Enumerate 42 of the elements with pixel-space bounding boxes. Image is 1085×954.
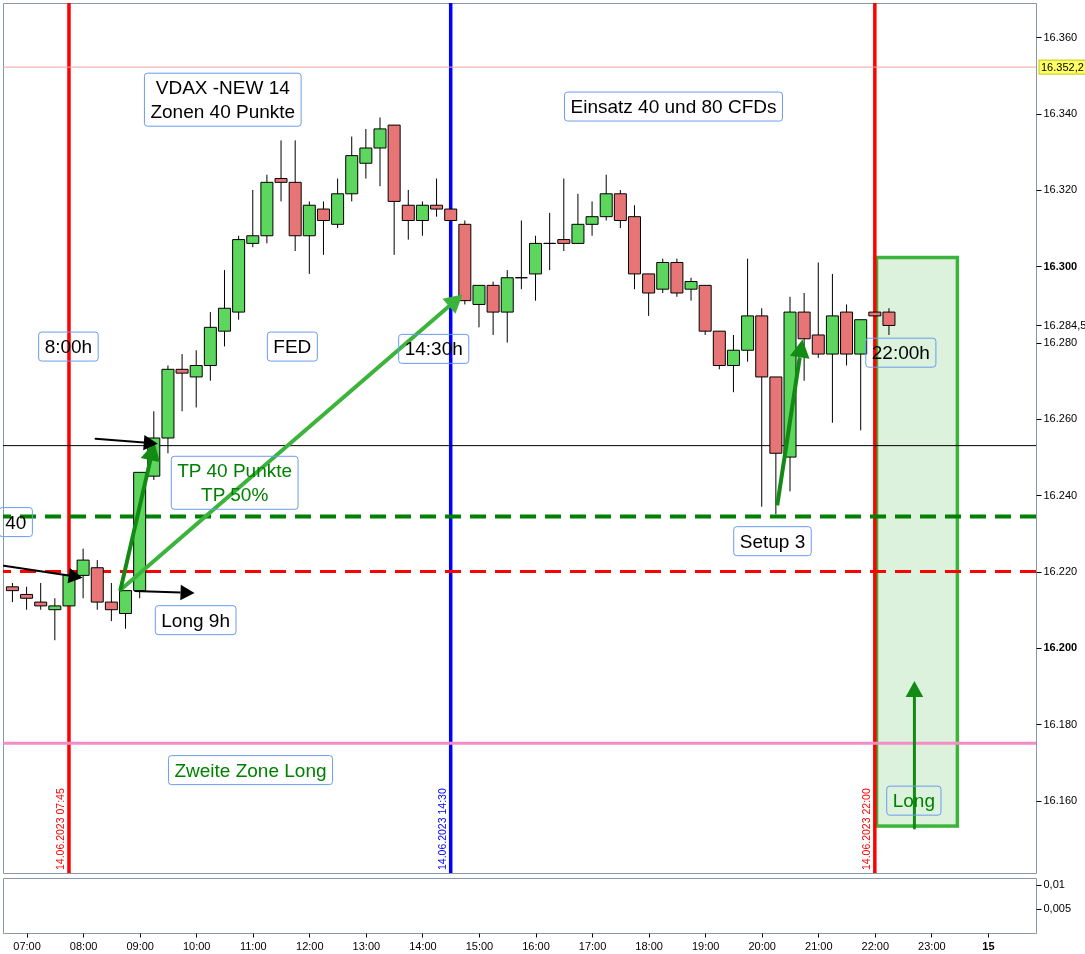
x-tick-label: 17:00 xyxy=(578,939,607,952)
annotation: FED xyxy=(273,336,312,358)
x-tick-label: 23:00 xyxy=(918,939,946,952)
annotation: 40 xyxy=(5,511,27,533)
y-tick-label: 16.340 xyxy=(1043,107,1078,120)
annotation: Long 9h xyxy=(161,609,230,631)
x-tick-label: 18:00 xyxy=(635,939,663,952)
x-tick-label: 13:00 xyxy=(352,939,381,952)
x-tick-label: 16:00 xyxy=(522,939,550,952)
y-tick-label: 16.160 xyxy=(1043,794,1078,806)
annotation: Einsatz 40 und 80 CFDs xyxy=(570,96,777,118)
y-tick-label: 0,005 xyxy=(1043,902,1072,915)
x-tick-label: 20:00 xyxy=(748,939,776,952)
ref-line-label: 14.06.2023 14:30 xyxy=(435,788,448,870)
x-tick-label: 11:00 xyxy=(239,939,267,952)
ref-line-label: 14.06.2023 22:00 xyxy=(859,788,872,870)
y-tick-label: 16.240 xyxy=(1043,488,1078,501)
y-tick-label: 16.280 xyxy=(1043,336,1078,349)
x-tick-label: 08:00 xyxy=(69,939,98,952)
y-tick-label: 16.300 xyxy=(1043,259,1078,272)
y-tick-label: 16.320 xyxy=(1043,183,1078,196)
annotation: Setup 3 xyxy=(739,530,806,552)
y-tick-label: 16.284,5 xyxy=(1043,318,1085,331)
x-tick-label: 22:00 xyxy=(861,939,890,952)
x-tick-label: 15 xyxy=(982,939,995,952)
y-tick-label: 0,01 xyxy=(1043,878,1065,891)
x-tick-label: 21:00 xyxy=(805,939,833,952)
annotation: Zweite Zone Long xyxy=(174,759,327,781)
x-tick-label: 07:00 xyxy=(13,939,41,952)
y-tick-label: 16.200 xyxy=(1043,641,1078,654)
y-tick-label: 16.180 xyxy=(1043,717,1078,730)
x-tick-label: 19:00 xyxy=(691,939,720,952)
x-tick-label: 12:00 xyxy=(296,939,324,952)
y-tick-label: 16.260 xyxy=(1043,412,1078,425)
x-tick-label: 10:00 xyxy=(182,939,211,952)
y-tick-label: 16.360 xyxy=(1043,30,1078,43)
x-tick-label: 14:00 xyxy=(409,939,437,952)
x-tick-label: 09:00 xyxy=(126,939,154,952)
x-tick-label: 15:00 xyxy=(465,939,494,952)
annotation: VDAX -NEW 14 Zonen 40 Punkte xyxy=(150,77,296,123)
y-tick-label: 16.220 xyxy=(1043,565,1078,578)
ref-line-label: 14.06.2023 07:45 xyxy=(53,788,66,870)
